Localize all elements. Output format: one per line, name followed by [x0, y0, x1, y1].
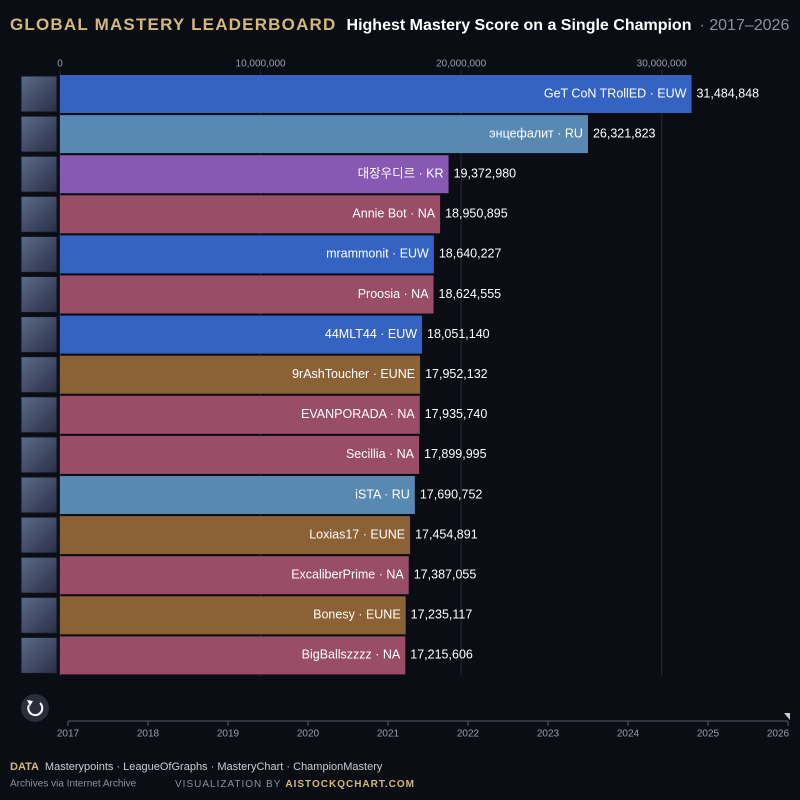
title: GLOBAL MASTERY LEADERBOARD Highest Master…: [10, 15, 789, 34]
x-tick-label: 0: [57, 59, 63, 70]
bar-label: iSTA · RU: [355, 487, 410, 501]
value-label: 17,387,055: [414, 567, 477, 581]
value-label: 18,640,227: [439, 247, 502, 261]
icon: [20, 235, 58, 273]
icon: [20, 75, 58, 113]
sources: Masterypoints · LeagueOfGraphs · Mastery…: [45, 761, 383, 773]
credit-site: AISTOCKQCHART.COM: [285, 779, 415, 790]
bar-label: BigBallszzzz · NA: [302, 648, 401, 662]
bar-label: Annie Bot · NA: [352, 207, 435, 221]
value-label: 17,215,606: [410, 648, 473, 662]
icon: [20, 155, 58, 193]
timeline-label: 2026: [767, 729, 790, 740]
icon: [20, 396, 58, 434]
bar: [60, 636, 406, 675]
timeline-label: 2018: [137, 729, 160, 740]
value-label: 17,690,752: [420, 487, 483, 501]
timeline-label: 2021: [377, 729, 400, 740]
bar: [60, 516, 411, 555]
value-label: 17,935,740: [425, 407, 488, 421]
bar: [60, 395, 420, 434]
value-label: 17,235,117: [411, 608, 473, 622]
icon: [20, 276, 58, 313]
icon: [20, 476, 58, 514]
icon: [20, 636, 58, 674]
icon: [20, 596, 58, 634]
value-label: 31,484,848: [696, 86, 759, 100]
bar-label: 44MLT44 · EUW: [325, 327, 417, 341]
replay-circle[interactable]: [21, 694, 49, 722]
timeline-label: 2020: [297, 729, 320, 740]
bar-label: 9rAshToucher · EUNE: [292, 367, 415, 381]
bar-label: энцефалит · RU: [489, 126, 583, 140]
bar: [60, 155, 449, 194]
bar: [60, 476, 415, 514]
bar: [60, 596, 406, 635]
timeline-label: 2022: [457, 729, 480, 740]
icon: [20, 195, 58, 233]
subtitle: Highest Mastery Score on a Single Champi…: [347, 17, 692, 34]
bar-label: Secillia · NA: [346, 447, 415, 461]
value-label: 17,899,995: [424, 447, 487, 461]
timeline-label: 2025: [697, 729, 720, 740]
x-tick-label: 10,000,000: [236, 59, 286, 70]
bar-label: Proosia · NA: [358, 287, 430, 301]
bar: [60, 556, 409, 595]
bar: [60, 355, 421, 394]
title-text: GLOBAL MASTERY LEADERBOARD: [10, 15, 337, 34]
icon: [20, 556, 58, 594]
bar: [60, 115, 588, 154]
value-label: 18,624,555: [439, 287, 502, 301]
value-label: 17,454,891: [415, 527, 478, 541]
footer-sources: DATA Masterypoints · LeagueOfGraphs · Mas…: [10, 761, 383, 773]
timeline-label: 2024: [617, 729, 640, 740]
credit: VISUALIZATION BY AISTOCKQCHART.COM: [175, 779, 415, 790]
icon: [20, 115, 58, 153]
bar: [60, 235, 434, 274]
icon: [20, 356, 58, 394]
credit-label: VISUALIZATION BY: [175, 779, 281, 790]
replay-button[interactable]: [21, 694, 49, 722]
timeline-label: 2023: [537, 729, 560, 740]
bar: [60, 315, 423, 354]
bar: [60, 75, 692, 113]
bar-label: GeT CoN TRollED · EUW: [544, 86, 687, 100]
bar-label: EVANPORADA · NA: [301, 407, 415, 421]
value-label: 18,950,895: [445, 207, 508, 221]
x-tick-label: 20,000,000: [436, 59, 486, 70]
date-range: · 2017–2026: [699, 17, 789, 34]
x-tick-label: 30,000,000: [637, 59, 687, 70]
replay-icon[interactable]: [27, 702, 44, 717]
bar: [60, 195, 441, 234]
value-label: 17,952,132: [425, 367, 488, 381]
plot: 0 10,000,000 20,000,000 30,000,000 GeT CoN T…: [20, 59, 759, 676]
archive-note: Archives via Internet Archive: [10, 779, 137, 790]
value-label: 19,372,980: [454, 166, 517, 180]
bar-label: Bonesy · EUNE: [313, 608, 401, 622]
icon: [20, 436, 58, 474]
value-label: 26,321,823: [593, 126, 656, 140]
bar: [60, 435, 420, 474]
replay-arrow[interactable]: [27, 700, 33, 706]
bar-label: mrammonit · EUW: [326, 247, 429, 261]
icon: [20, 316, 58, 354]
bar-label: ExcaliberPrime · NA: [291, 567, 404, 581]
timeline-label: 2019: [217, 729, 240, 740]
bar-label: Loxias17 · EUNE: [309, 527, 405, 541]
value-label: 18,051,140: [427, 327, 490, 341]
timeline-label: 2017: [57, 729, 80, 740]
bar: [60, 275, 434, 314]
timeline-marker: [784, 713, 790, 720]
bar-label: 대장우디르 · KR: [358, 166, 444, 180]
timeline: 2017 2018 2019 2020 2021 2022 2023 2024 2025 2026: [57, 721, 790, 740]
data-label: DATA: [10, 761, 39, 773]
icon: [20, 516, 58, 554]
